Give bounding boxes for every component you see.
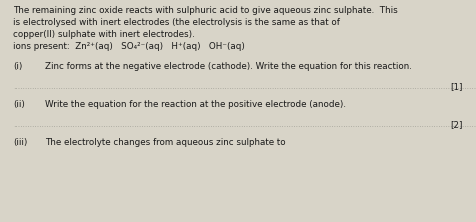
Text: (iii): (iii) (13, 138, 28, 147)
Text: ................................................................................: ........................................… (13, 82, 476, 91)
Text: Write the equation for the reaction at the positive electrode (anode).: Write the equation for the reaction at t… (45, 100, 346, 109)
Text: (i): (i) (13, 62, 22, 71)
Text: [2]: [2] (450, 120, 463, 129)
Text: is electrolysed with inert electrodes (the electrolysis is the same as that of: is electrolysed with inert electrodes (t… (13, 18, 340, 27)
Text: The remaining zinc oxide reacts with sulphuric acid to give aqueous zinc sulphat: The remaining zinc oxide reacts with sul… (13, 6, 398, 15)
Text: Zinc forms at the negative electrode (cathode). Write the equation for this reac: Zinc forms at the negative electrode (ca… (45, 62, 412, 71)
Text: ................................................................................: ........................................… (13, 120, 476, 129)
Text: (ii): (ii) (13, 100, 25, 109)
Text: [1]: [1] (450, 82, 463, 91)
Text: ions present:  Zn²⁺(aq)   SO₄²⁻(aq)   H⁺(aq)   OH⁻(aq): ions present: Zn²⁺(aq) SO₄²⁻(aq) H⁺(aq) … (13, 42, 245, 51)
Text: The electrolyte changes from aqueous zinc sulphate to: The electrolyte changes from aqueous zin… (45, 138, 286, 147)
Text: copper(II) sulphate with inert electrodes).: copper(II) sulphate with inert electrode… (13, 30, 195, 39)
